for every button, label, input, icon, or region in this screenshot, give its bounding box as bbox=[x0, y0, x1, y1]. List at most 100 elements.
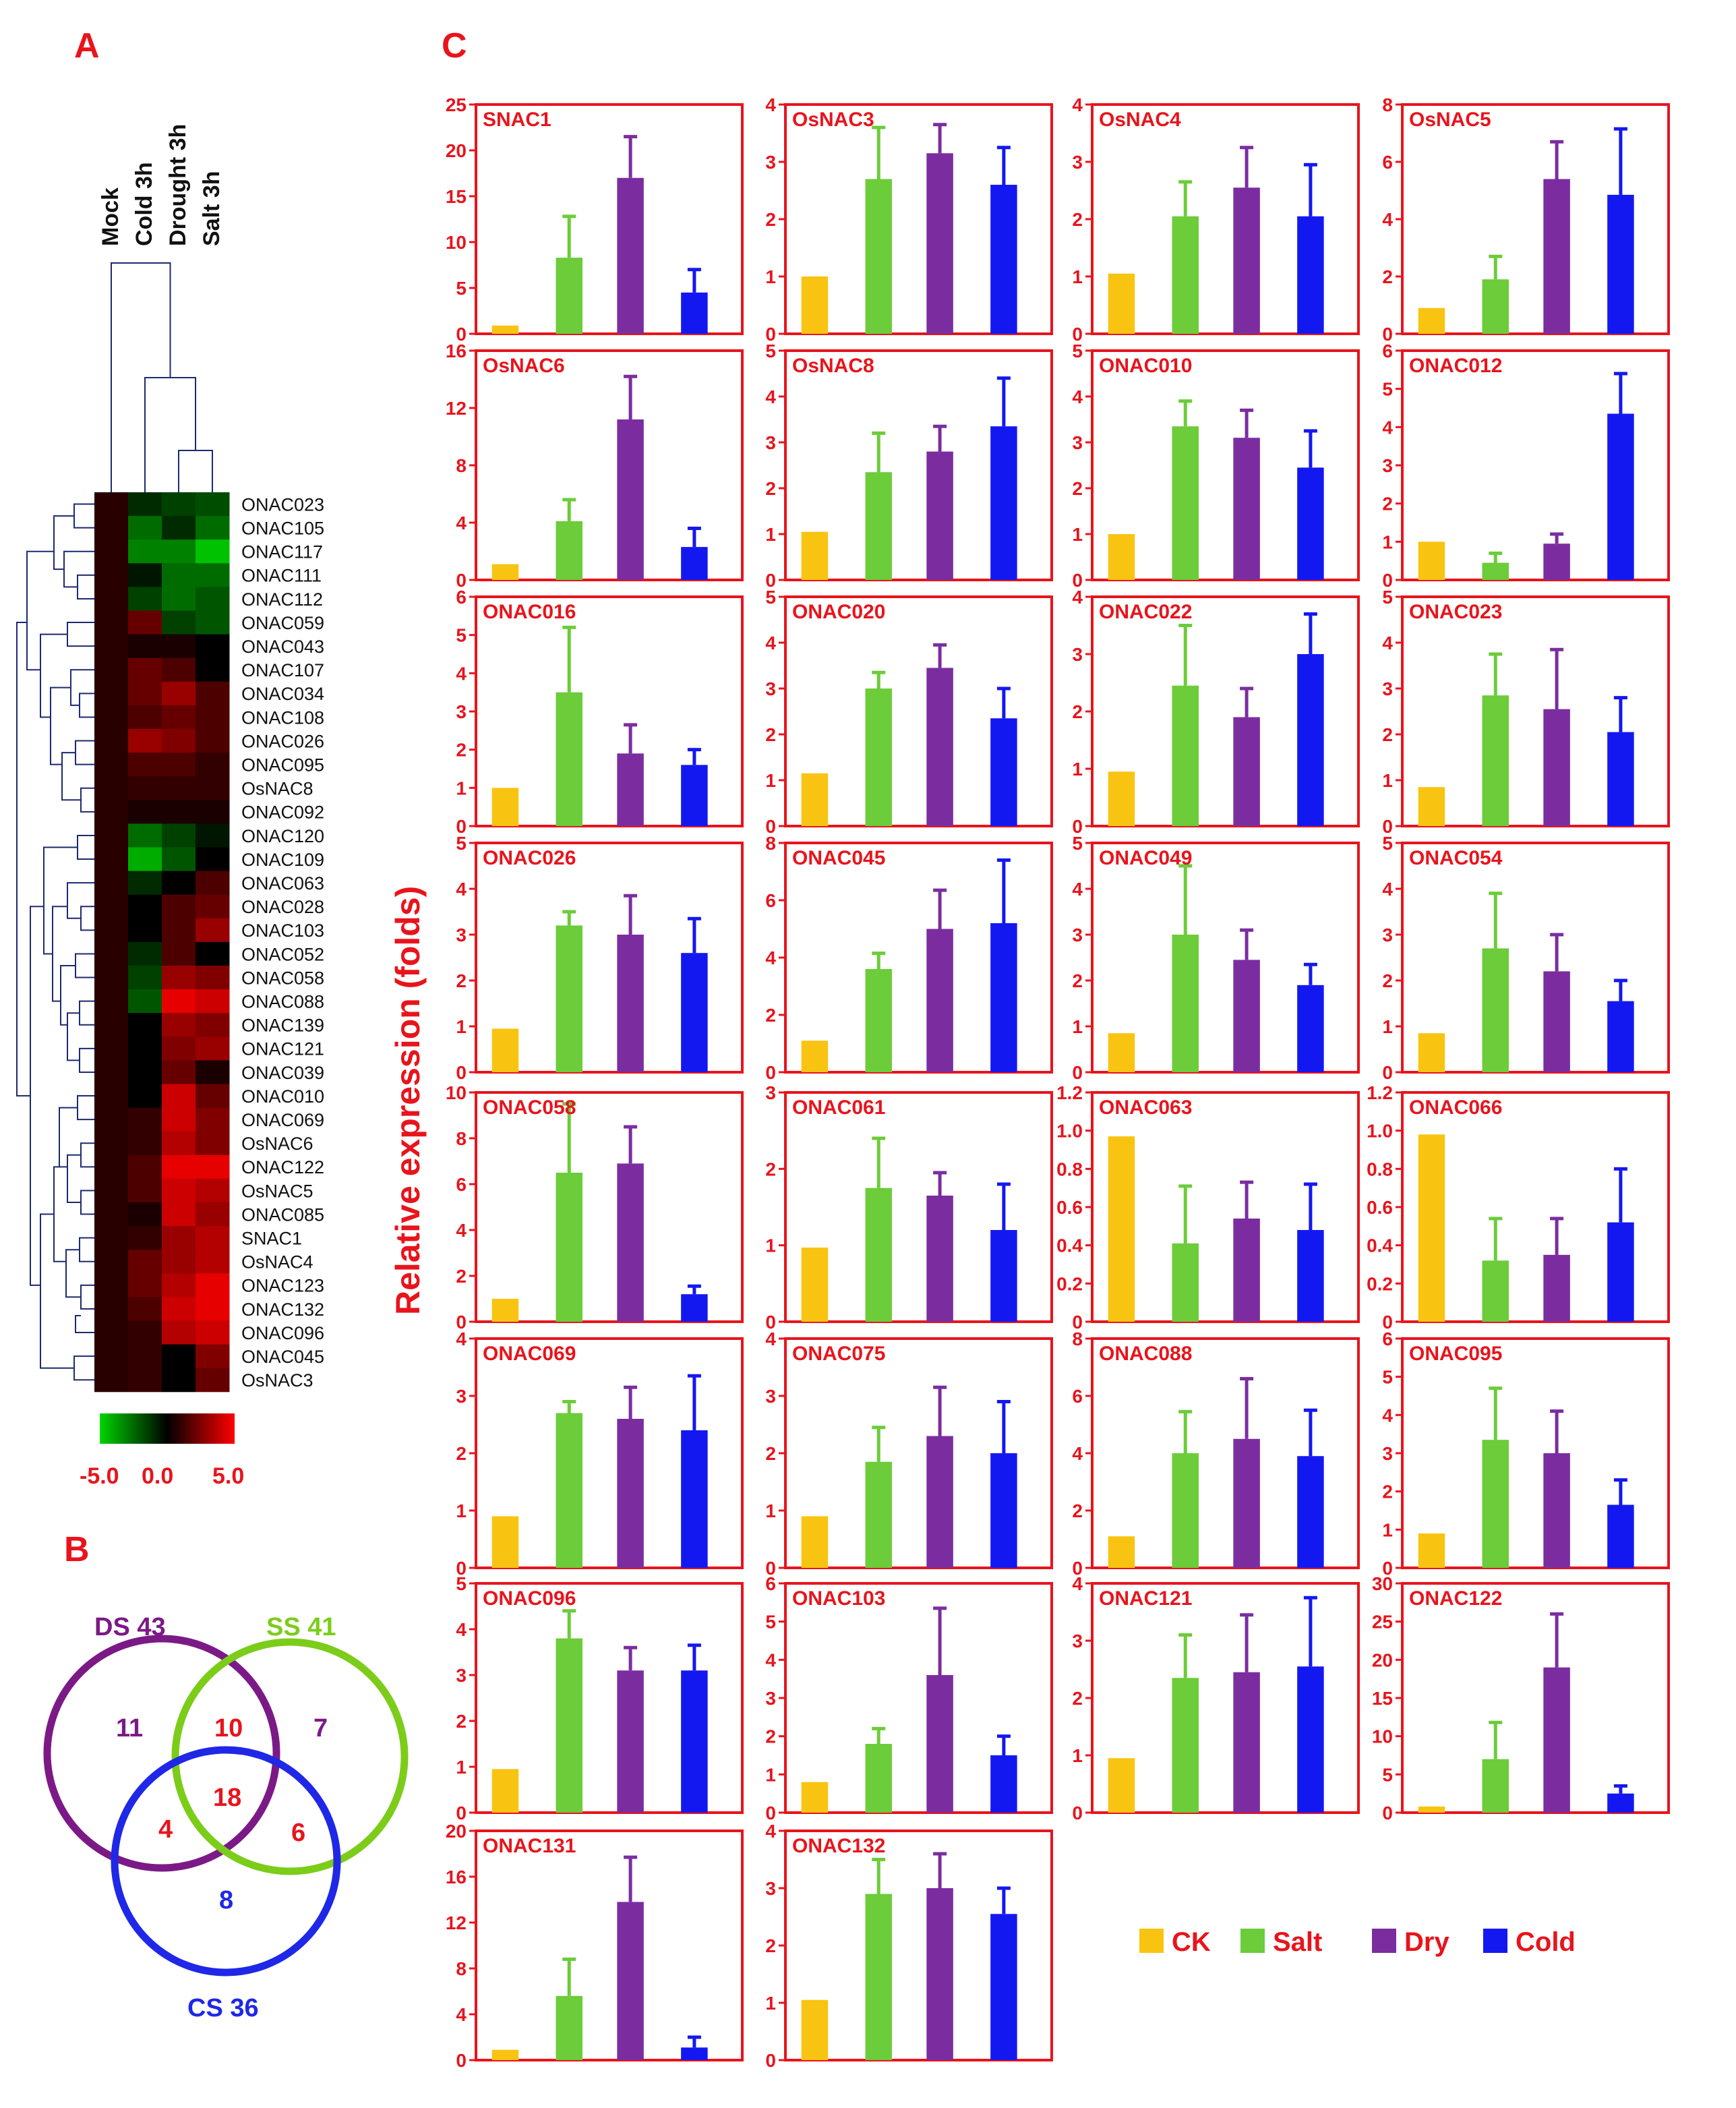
y-tick-label: 5 bbox=[765, 587, 776, 608]
heatmap-column-labels: Mock Cold 3h Drought 3h Salt 3h bbox=[98, 124, 225, 246]
y-tick-label: 0 bbox=[1382, 1803, 1393, 1823]
heatmap-cell bbox=[162, 1060, 196, 1084]
y-tick-label: 2 bbox=[1072, 209, 1083, 230]
heatmap-cell bbox=[94, 587, 129, 611]
chart-frame bbox=[784, 1091, 1053, 1323]
y-tick-label: 0 bbox=[456, 1558, 467, 1579]
heatmap-cell bbox=[94, 1297, 129, 1321]
chart-gene-title: ONAC075 bbox=[792, 1343, 885, 1365]
y-tick-label: 2 bbox=[1382, 724, 1393, 745]
heatmap-row-label: ONAC096 bbox=[241, 1323, 324, 1343]
heatmap-row-label: ONAC023 bbox=[241, 494, 324, 515]
chart-gene-title: ONAC063 bbox=[1099, 1096, 1192, 1119]
bar-cold bbox=[1297, 654, 1324, 826]
chart-frame bbox=[475, 349, 744, 581]
chart-gene-title: ONAC061 bbox=[792, 1096, 885, 1119]
scale-mid-label: 0.0 bbox=[142, 1463, 173, 1489]
y-tick-label: 4 bbox=[765, 1328, 776, 1349]
bar-chart-osnac3: 0 1 2 3 4 OsNAC3 bbox=[765, 94, 1053, 345]
y-tick-label: 4 bbox=[1382, 879, 1393, 900]
heatmap-cell bbox=[128, 1202, 162, 1227]
heatmap-row-label: ONAC121 bbox=[241, 1039, 324, 1059]
dendrogram-branch bbox=[65, 1249, 81, 1298]
y-tick-label: 2 bbox=[765, 1935, 776, 1956]
y-tick-label: 0 bbox=[456, 816, 467, 837]
y-tick-label: 10 bbox=[1372, 1726, 1393, 1747]
y-tick-label: 1 bbox=[765, 770, 776, 791]
y-tick-label: 0.4 bbox=[1056, 1235, 1083, 1256]
y-tick-label: 8 bbox=[1382, 94, 1393, 115]
heatmap-cell bbox=[196, 516, 230, 540]
heatmap-cell bbox=[162, 1107, 196, 1132]
heatmap-cell bbox=[196, 894, 230, 919]
chart-frame bbox=[475, 1091, 744, 1323]
heatmap-cell bbox=[162, 1131, 196, 1156]
y-tick-label: 4 bbox=[765, 1649, 776, 1670]
heatmap-cell bbox=[94, 800, 129, 824]
heatmap-cell bbox=[94, 1202, 129, 1227]
y-tick-label: 0 bbox=[765, 2050, 776, 2071]
y-tick-label: 5 bbox=[1072, 833, 1083, 854]
heatmap-cell bbox=[128, 1060, 162, 1084]
legend-swatch-cold bbox=[1483, 1929, 1507, 1953]
heatmap-cell bbox=[162, 657, 196, 682]
venn-label-ss: SS 41 bbox=[266, 1613, 336, 1641]
y-tick-label: 2 bbox=[765, 1159, 776, 1179]
legend-swatch-dry bbox=[1372, 1929, 1396, 1953]
bar-salt bbox=[865, 1744, 892, 1813]
heatmap-cell bbox=[128, 1084, 162, 1109]
legend-label-salt: Salt bbox=[1273, 1927, 1322, 1957]
bar-salt bbox=[865, 689, 892, 826]
heatmap-cell bbox=[128, 918, 162, 943]
y-tick-label: 12 bbox=[446, 398, 467, 419]
heatmap-cell bbox=[162, 492, 196, 517]
dendrogram-branch bbox=[53, 515, 74, 570]
heatmap-column-label: Cold 3h bbox=[131, 162, 157, 246]
bar-chart-onac023: 0 1 2 3 4 5 ONAC023 bbox=[1382, 587, 1670, 837]
heatmap-cell bbox=[128, 681, 162, 706]
bar-ck bbox=[1108, 273, 1135, 334]
y-tick-label: 3 bbox=[456, 1665, 467, 1686]
bar-chart-onac132: 0 1 2 3 4 ONAC132 bbox=[765, 1821, 1053, 2071]
y-tick-label: 5 bbox=[456, 625, 467, 646]
heatmap-cell bbox=[196, 1320, 230, 1345]
bar-ck bbox=[491, 1299, 519, 1322]
heatmap-cell bbox=[128, 1131, 162, 1156]
y-tick-label: 0 bbox=[1072, 1803, 1083, 1823]
y-tick-label: 5 bbox=[1382, 587, 1393, 608]
legend-label-dry: Dry bbox=[1404, 1927, 1449, 1957]
heatmap-cell bbox=[162, 1202, 196, 1227]
dendrogram-branch bbox=[60, 965, 76, 1026]
heatmap-cell bbox=[196, 1368, 230, 1393]
bar-cold bbox=[1607, 413, 1634, 580]
bar-ck bbox=[1418, 541, 1445, 580]
chart-frame bbox=[1401, 595, 1670, 827]
heatmap-cell bbox=[94, 1084, 129, 1109]
bar-salt bbox=[1172, 1678, 1199, 1813]
bar-ck bbox=[1418, 1533, 1445, 1568]
chart-gene-title: ONAC020 bbox=[792, 601, 885, 623]
chart-gene-title: ONAC103 bbox=[792, 1587, 885, 1610]
y-tick-label: 20 bbox=[446, 1821, 467, 1842]
heatmap-cell bbox=[128, 492, 162, 517]
bar-cold bbox=[681, 547, 708, 580]
chart-gene-title: OsNAC5 bbox=[1409, 109, 1491, 131]
heatmap-cell bbox=[128, 1368, 162, 1393]
bar-dry bbox=[1233, 1672, 1260, 1813]
y-tick-label: 1 bbox=[456, 1757, 467, 1778]
heatmap-cell bbox=[128, 729, 162, 753]
y-tick-label: 2 bbox=[456, 970, 467, 991]
heatmap-cell bbox=[162, 1297, 196, 1321]
heatmap-cell bbox=[196, 1036, 230, 1061]
heatmap-cell bbox=[162, 634, 196, 659]
dendrogram-branch bbox=[67, 622, 94, 647]
y-tick-label: 0 bbox=[1382, 1558, 1393, 1579]
bar-ck bbox=[1108, 771, 1135, 826]
bar-salt bbox=[1482, 948, 1509, 1072]
bar-ck bbox=[801, 531, 829, 580]
y-tick-label: 0 bbox=[1382, 570, 1393, 591]
bar-cold bbox=[990, 1914, 1017, 2060]
heatmap-cell bbox=[94, 776, 129, 800]
bar-chart-onac131: 0 4 8 12 16 20 ONAC131 bbox=[446, 1821, 744, 2071]
